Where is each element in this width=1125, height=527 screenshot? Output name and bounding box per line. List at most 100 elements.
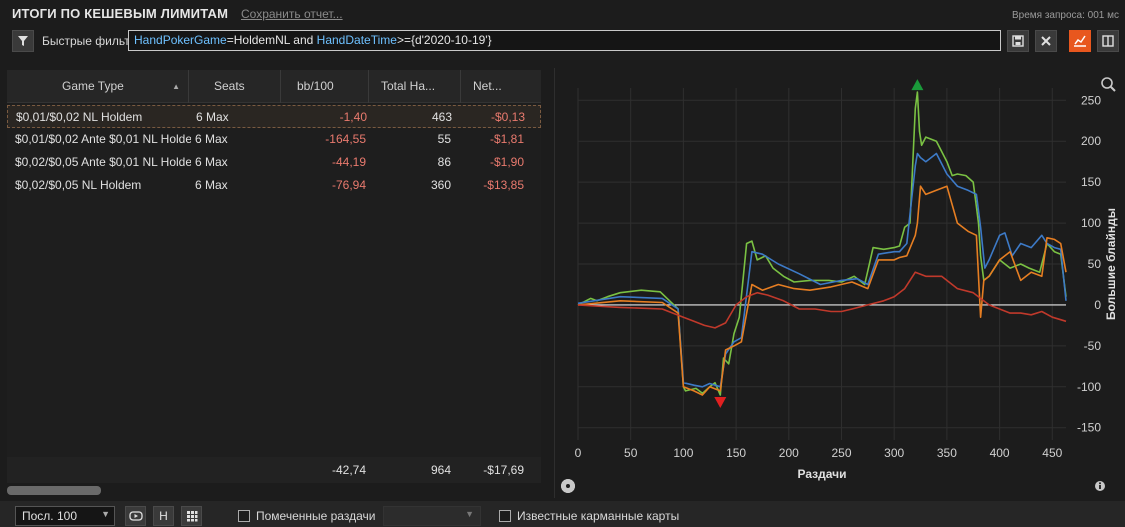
column-header-seats[interactable]: Seats: [189, 70, 281, 103]
column-header-label: Seats: [214, 79, 245, 93]
x-tick-label: 50: [624, 446, 638, 460]
y-tick-label: 100: [1081, 216, 1101, 230]
cell-bb100: -164,55: [325, 132, 366, 146]
max-marker-icon: [911, 79, 924, 91]
column-header-label: Total Ha...: [381, 79, 436, 93]
min-marker-icon: [714, 396, 727, 408]
column-header-label: Game Type: [62, 79, 124, 93]
chart-view-button[interactable]: [1069, 30, 1091, 52]
filter-field-token: HandPokerGame: [134, 33, 227, 47]
y-tick-label: -100: [1077, 380, 1101, 394]
y-tick-label: 250: [1081, 93, 1101, 107]
x-tick-label: 400: [990, 446, 1010, 460]
x-tick-label: 450: [1042, 446, 1062, 460]
graph-panel: 0 50 100 150 200 250 300 350 400 450 250 200 150 100 5…: [556, 68, 1125, 498]
column-header-bb100[interactable]: bb/100: [281, 70, 369, 103]
filter-text-token: =HoldemNL and: [226, 33, 317, 47]
y-tick-label: 200: [1081, 134, 1101, 148]
quick-filter-label: Быстрые фильтры: [42, 34, 128, 48]
sort-asc-icon: ▲: [172, 82, 180, 91]
cell-game-type: $0,02/$0,05 NL Holdem: [15, 178, 142, 192]
columns-icon: [1102, 35, 1114, 47]
total-hands: 964: [430, 463, 451, 477]
chevron-down-icon: ▼: [465, 509, 474, 519]
hand-history-button[interactable]: H: [153, 506, 174, 526]
clear-filter-button[interactable]: [1035, 30, 1057, 52]
total-net: -$17,69: [483, 463, 524, 477]
filter-bar: Быстрые фильтры HandPokerGame=HoldemNL a…: [0, 27, 1125, 55]
grid-view-button[interactable]: [181, 506, 202, 526]
known-cards-label: Известные карманные карты: [517, 509, 680, 523]
cell-total-hands: 463: [431, 110, 452, 124]
table-row[interactable]: $0,01/$0,02 NL Holdem 6 Max -1,40 463 -$0,13: [7, 105, 541, 128]
table-header: Game Type ▲ Seats bb/100 Total Ha... Net…: [7, 70, 541, 103]
column-header-label: bb/100: [297, 79, 334, 93]
cell-bb100: -44,19: [331, 155, 366, 169]
panel-divider[interactable]: [554, 68, 555, 498]
column-header-net[interactable]: Net...: [461, 70, 541, 103]
save-report-link[interactable]: Сохранить отчет...: [241, 7, 343, 21]
table-row[interactable]: $0,01/$0,02 Ante $0,01 NL Holdem 6 Max -16…: [7, 128, 541, 151]
y-tick-label: -150: [1077, 421, 1101, 435]
info-icon[interactable]: [1095, 481, 1105, 491]
last-hands-select[interactable]: Посл. 100 ▼: [15, 506, 115, 526]
cell-seats: 6 Max: [195, 178, 228, 192]
cell-total-hands: 86: [437, 155, 451, 169]
bottom-toolbar: Посл. 100 ▼ H Помеченные раздачи ▼ Извес…: [0, 501, 1125, 527]
series-line: [577, 91, 1067, 396]
report-header: ИТОГИ ПО КЕШЕВЫМ ЛИМИТАМ Сохранить отчет…: [0, 0, 1125, 27]
x-tick-label: 350: [937, 446, 957, 460]
replay-button[interactable]: [125, 506, 146, 526]
y-tick-label: 50: [1088, 257, 1102, 271]
series-line: [577, 271, 1067, 329]
cell-seats: 6 Max: [195, 132, 228, 146]
marked-hands-checkbox[interactable]: [238, 510, 250, 522]
cell-net: -$13,85: [483, 178, 524, 192]
floppy-disk-icon: [1012, 35, 1024, 47]
cell-game-type: $0,02/$0,05 Ante $0,01 NL Holdem: [15, 155, 191, 169]
hand-history-label: H: [159, 509, 168, 523]
marked-hands-select[interactable]: ▼: [383, 506, 481, 526]
column-header-game-type[interactable]: Game Type ▲: [7, 70, 189, 103]
filter-funnel-button[interactable]: [12, 30, 34, 52]
column-header-label: Net...: [473, 79, 502, 93]
cell-bb100: -1,40: [339, 110, 367, 124]
close-icon: [1041, 36, 1051, 46]
magnifier-icon[interactable]: [1101, 77, 1116, 92]
cell-seats: 6 Max: [195, 155, 228, 169]
filter-text-token: >={d'2020-10-19'}: [396, 33, 492, 47]
x-tick-label: 100: [673, 446, 693, 460]
x-tick-label: 250: [831, 446, 851, 460]
split-view-button[interactable]: [1097, 30, 1119, 52]
cell-game-type: $0,01/$0,02 NL Holdem: [16, 110, 143, 124]
y-axis-label: Большие блайнды: [1104, 208, 1118, 320]
known-cards-checkbox[interactable]: [499, 510, 511, 522]
save-filter-button[interactable]: [1007, 30, 1029, 52]
cell-total-hands: 360: [430, 178, 451, 192]
totals-row: -42,74 964 -$17,69: [7, 457, 541, 483]
total-bb100: -42,74: [331, 463, 366, 477]
line-chart-icon: [1074, 35, 1086, 47]
funnel-icon: [18, 36, 28, 46]
filter-expression-input[interactable]: HandPokerGame=HoldemNL and HandDateTime>…: [128, 30, 1001, 51]
y-tick-label: 150: [1081, 175, 1101, 189]
grid-icon: [186, 511, 197, 522]
x-tick-label: 0: [575, 446, 582, 460]
cell-seats: 6 Max: [196, 110, 229, 124]
series-line: [577, 185, 1067, 396]
last-hands-value: Посл. 100: [22, 509, 77, 523]
horizontal-scrollbar[interactable]: [7, 486, 101, 495]
column-header-total-hands[interactable]: Total Ha...: [369, 70, 461, 103]
gear-icon[interactable]: [560, 478, 576, 494]
cell-game-type: $0,01/$0,02 Ante $0,01 NL Holdem: [15, 132, 191, 146]
table-row[interactable]: $0,02/$0,05 NL Holdem 6 Max -76,94 360 -$13,…: [7, 174, 541, 197]
table-row[interactable]: $0,02/$0,05 Ante $0,01 NL Holdem 6 Max -44…: [7, 151, 541, 174]
y-tick-label: 0: [1094, 298, 1101, 312]
series-line: [577, 152, 1067, 388]
x-axis-label: Раздачи: [798, 467, 847, 481]
chevron-down-icon: ▼: [101, 509, 110, 519]
winnings-graph: 0 50 100 150 200 250 300 350 400 450 250 200 150 100 5…: [560, 77, 1118, 494]
query-time-label: Время запроса: 001 мс: [1011, 10, 1119, 21]
cell-bb100: -76,94: [331, 178, 366, 192]
page-title: ИТОГИ ПО КЕШЕВЫМ ЛИМИТАМ: [12, 6, 229, 21]
